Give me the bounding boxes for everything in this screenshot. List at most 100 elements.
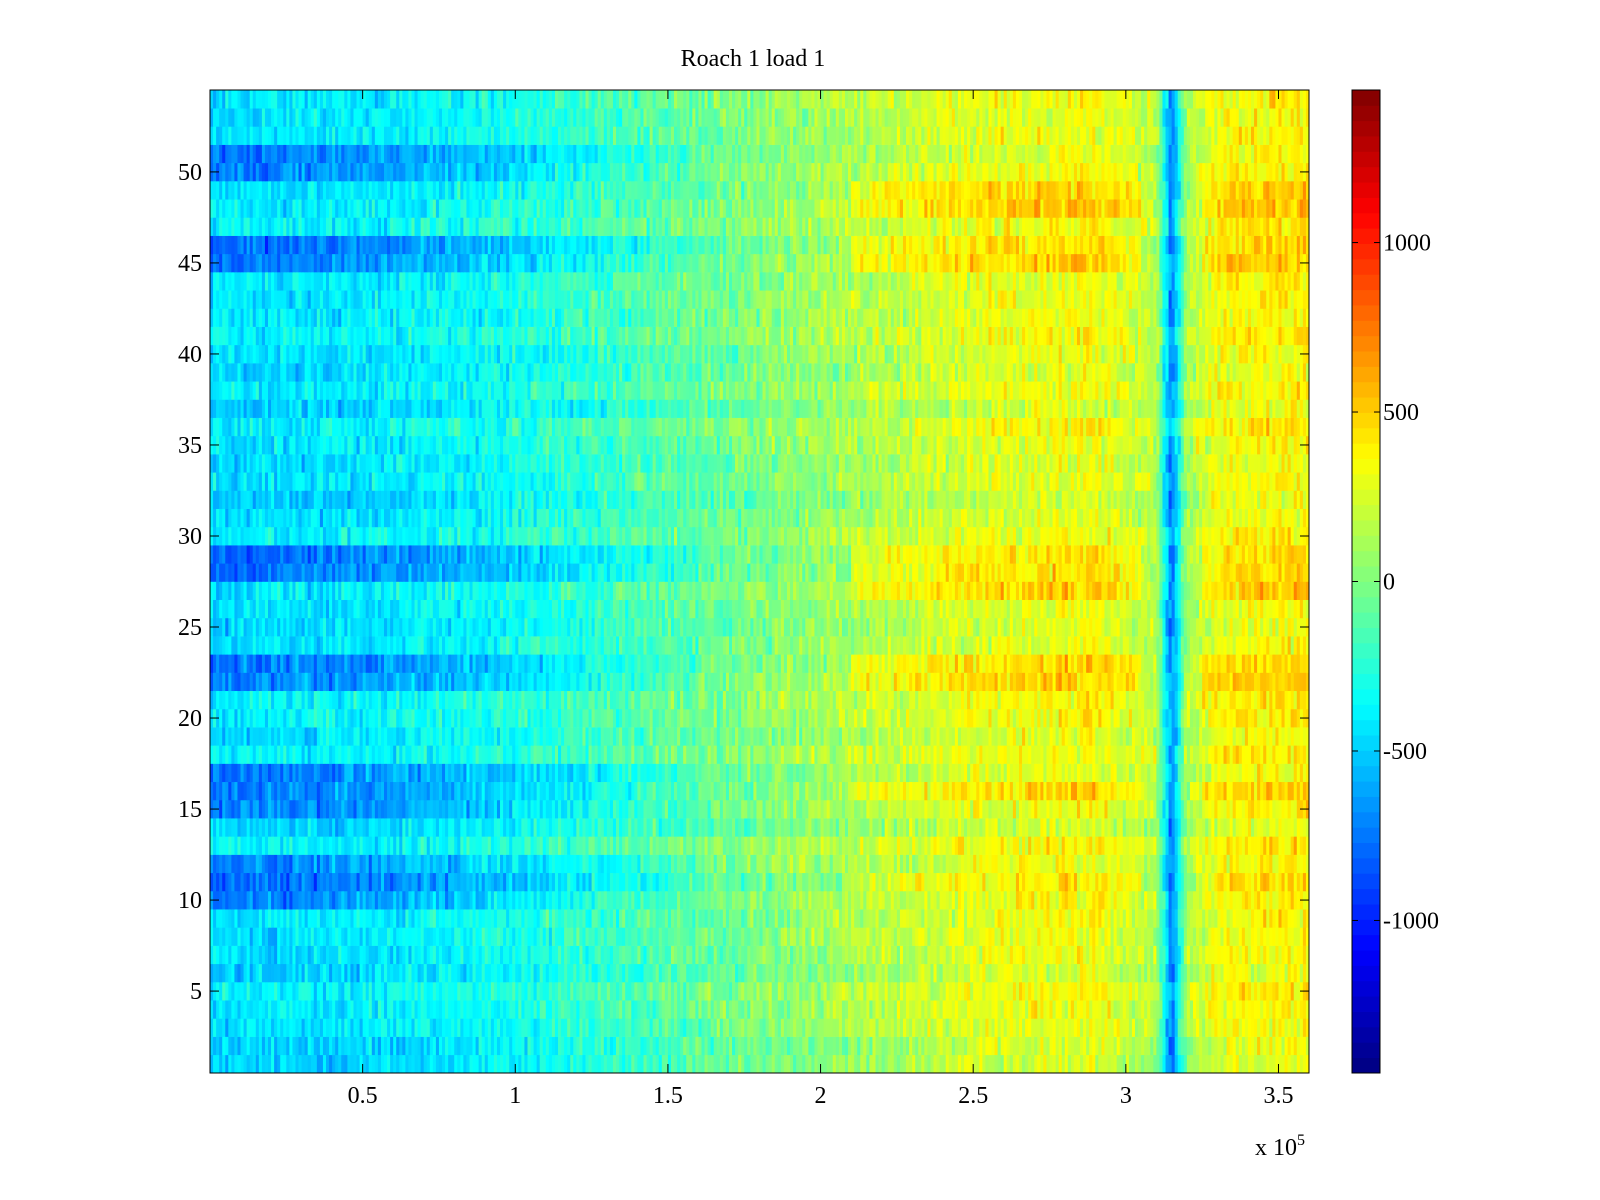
heatmap-cell	[707, 927, 712, 946]
heatmap-cell	[484, 945, 489, 965]
heatmap-cell	[658, 872, 663, 892]
heatmap-cell	[1199, 890, 1203, 910]
heatmap-cell	[335, 945, 339, 965]
heatmap-cell	[420, 1000, 425, 1019]
heatmap-cell	[210, 854, 214, 874]
heatmap-cell	[890, 872, 895, 892]
heatmap-cell	[1055, 1054, 1060, 1074]
heatmap-cell	[622, 1036, 626, 1056]
heatmap-cell	[564, 981, 568, 1001]
heatmap-cell	[335, 1000, 339, 1019]
heatmap-cell	[948, 963, 953, 983]
heatmap-cell	[1012, 890, 1017, 910]
heatmap-cell	[860, 836, 864, 855]
heatmap-cell	[1101, 963, 1105, 983]
heatmap-cell	[564, 1018, 568, 1037]
heatmap-cell	[445, 890, 449, 910]
heatmap-cell	[582, 1000, 586, 1019]
heatmap-cell	[335, 909, 339, 928]
heatmap-cell	[777, 945, 782, 965]
heatmap-cell	[216, 945, 220, 965]
heatmap-cell	[448, 927, 452, 946]
heatmap-cell	[332, 945, 336, 965]
heatmap-cell	[1043, 854, 1047, 874]
heatmap-cell	[1293, 836, 1298, 855]
heatmap-cell	[802, 836, 806, 855]
heatmap-cell	[1073, 1000, 1078, 1019]
heatmap-cell	[448, 836, 452, 855]
heatmap-cell	[1064, 909, 1069, 928]
heatmap-cell	[1113, 854, 1118, 874]
heatmap-cell	[939, 981, 944, 1001]
heatmap-cell	[753, 1018, 757, 1037]
heatmap-cell	[777, 963, 782, 983]
heatmap-cell	[1165, 1000, 1169, 1019]
heatmap-cell	[884, 1018, 889, 1037]
heatmap-cell	[380, 1054, 385, 1074]
heatmap-cell	[838, 890, 843, 910]
heatmap-cell	[475, 963, 480, 983]
heatmap-cell	[332, 981, 336, 1001]
heatmap-cell	[875, 927, 879, 946]
heatmap-cell	[536, 981, 541, 1001]
heatmap-cell	[512, 963, 516, 983]
heatmap-cell	[887, 872, 892, 892]
heatmap-cell	[600, 836, 605, 855]
heatmap-cell	[832, 1036, 837, 1056]
heatmap-cell	[814, 1018, 818, 1037]
heatmap-cell	[222, 945, 226, 965]
heatmap-cell	[829, 909, 834, 928]
heatmap-cell	[1028, 854, 1032, 874]
heatmap-cell	[851, 1054, 855, 1074]
heatmap-cell	[768, 1018, 773, 1037]
heatmap-cell	[1208, 872, 1212, 892]
heatmap-cell	[747, 890, 751, 910]
heatmap-cell	[500, 909, 504, 928]
heatmap-cell	[371, 1036, 376, 1056]
heatmap-cell	[912, 890, 916, 910]
heatmap-cell	[561, 854, 565, 874]
heatmap-cell	[329, 927, 333, 946]
heatmap-cell	[1141, 927, 1145, 946]
heatmap-cell	[664, 963, 669, 983]
heatmap-cell	[1180, 890, 1185, 910]
heatmap-cell	[780, 890, 785, 910]
heatmap-cell	[954, 927, 959, 946]
heatmap-cell	[506, 854, 510, 874]
heatmap-cell	[292, 836, 296, 855]
heatmap-cell	[1025, 981, 1029, 1001]
heatmap-cell	[1189, 1036, 1194, 1056]
heatmap-cell	[606, 1054, 611, 1074]
heatmap-cell	[359, 818, 364, 837]
heatmap-cell	[420, 1036, 425, 1056]
heatmap-cell	[1171, 963, 1176, 983]
heatmap-cell	[875, 818, 879, 837]
heatmap-cell	[805, 1018, 809, 1037]
heatmap-cell	[1269, 872, 1273, 892]
heatmap-cell	[875, 890, 879, 910]
heatmap-cell	[1058, 1036, 1063, 1056]
heatmap-cell	[466, 854, 470, 874]
heatmap-cell	[1025, 1036, 1029, 1056]
heatmap-cell	[1134, 854, 1139, 874]
heatmap-cell	[982, 945, 986, 965]
heatmap-cell	[902, 818, 907, 837]
heatmap-cell	[948, 872, 953, 892]
heatmap-cell	[1196, 927, 1200, 946]
heatmap-cell	[289, 890, 293, 910]
heatmap-cell	[680, 963, 684, 983]
heatmap-cell	[1183, 1018, 1188, 1037]
heatmap-cell	[414, 854, 418, 874]
heatmap-cell	[1171, 1036, 1176, 1056]
heatmap-cell	[286, 818, 290, 837]
heatmap-cell	[240, 890, 244, 910]
heatmap-cell	[243, 963, 248, 983]
heatmap-cell	[622, 818, 626, 837]
heatmap-cell	[1192, 981, 1197, 1001]
heatmap-cell	[826, 927, 831, 946]
heatmap-cell	[1177, 1036, 1182, 1056]
heatmap-cell	[1006, 836, 1011, 855]
heatmap-cell	[493, 909, 498, 928]
heatmap-cell	[582, 1054, 586, 1074]
heatmap-cell	[670, 1054, 675, 1074]
